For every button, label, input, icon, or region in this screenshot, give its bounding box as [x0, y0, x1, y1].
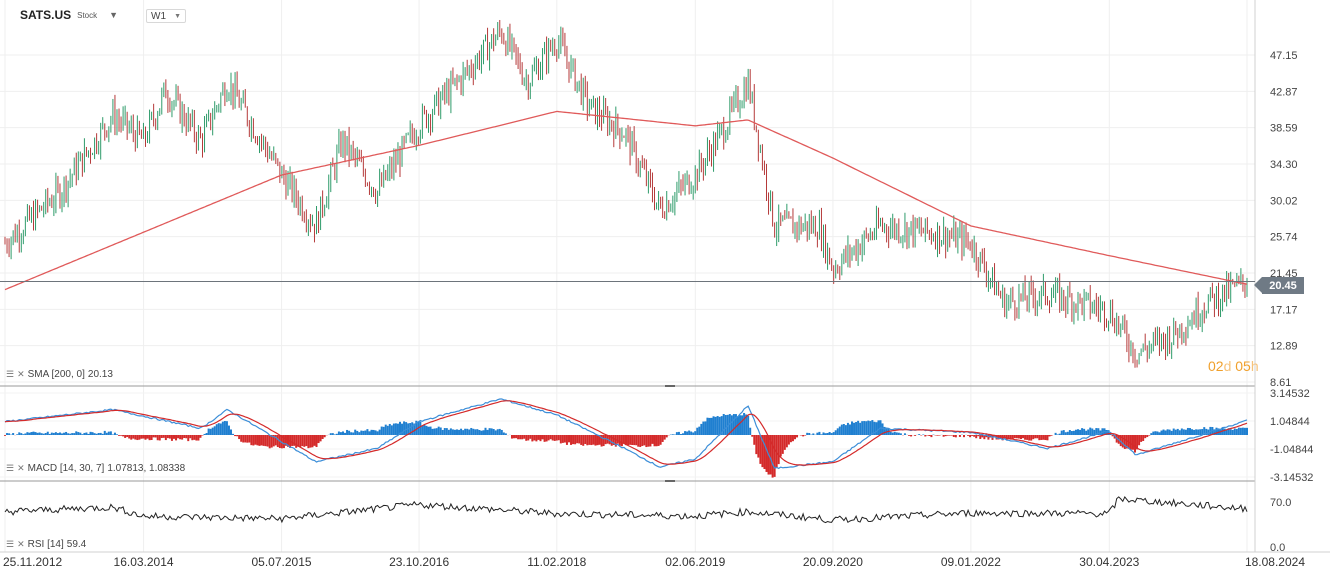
- sma-line: [4, 110, 1248, 291]
- rsi-legend: ☰ ✕ RSI [14] 59.4: [6, 539, 86, 550]
- timeframe-select[interactable]: W1 ▼: [146, 9, 186, 23]
- countdown-hours: 05: [1235, 358, 1251, 374]
- macd-tick-label: -3.14532: [1270, 472, 1313, 484]
- price-tick-label: 17.17: [1270, 304, 1298, 316]
- countdown-hours-unit: h: [1250, 358, 1259, 374]
- macd-label: MACD [14, 30, 7]: [27, 463, 105, 474]
- rsi-line: [4, 495, 1248, 524]
- caret-down-icon[interactable]: ▼: [109, 10, 119, 20]
- rsi-label: RSI [14]: [27, 539, 64, 550]
- countdown-days-unit: d: [1223, 358, 1232, 374]
- rsi-tick-label: 70.0: [1270, 497, 1291, 509]
- sma-value: 20.13: [87, 369, 113, 380]
- macd-tick-label: -1.04844: [1270, 444, 1313, 456]
- price-tick-label: 34.30: [1270, 159, 1298, 171]
- price-tick-label: 12.89: [1270, 341, 1298, 353]
- candle-countdown: 02d 05h: [1208, 358, 1259, 374]
- close-icon[interactable]: ✕: [17, 539, 25, 549]
- x-axis-tick-label: 09.01.2022: [941, 555, 1001, 569]
- price-tick-label: 25.74: [1270, 232, 1298, 244]
- macd-value: 1.07813, 1.08338: [107, 463, 186, 474]
- x-axis-tick-label: 20.09.2020: [803, 555, 863, 569]
- x-axis-tick-label: 11.02.2018: [527, 555, 586, 569]
- x-axis-tick-label: 02.06.2019: [665, 555, 725, 569]
- macd-legend: ☰ ✕ MACD [14, 30, 7] 1.07813, 1.08338: [6, 463, 185, 474]
- caret-down-icon: ▼: [174, 12, 181, 20]
- last-price-tag: 20.45: [1254, 277, 1304, 294]
- macd-tick-label: 1.04844: [1270, 416, 1310, 428]
- price-tick-label: 47.15: [1270, 50, 1298, 62]
- x-axis-tick-label: 18.08.2024: [1245, 555, 1305, 569]
- x-axis-tick-label: 05.07.2015: [252, 555, 312, 569]
- macd-signal-line: [4, 400, 1248, 466]
- sma-label: SMA [200, 0]: [27, 369, 85, 380]
- macd-tick-label: 3.14532: [1270, 388, 1310, 400]
- rsi-tick-label: 0.0: [1270, 542, 1285, 554]
- instrument-kind: Stock: [77, 10, 98, 20]
- price-tick-label: 30.02: [1270, 195, 1298, 207]
- close-icon[interactable]: ✕: [17, 369, 25, 379]
- x-axis-tick-label: 25.11.2012: [3, 555, 62, 569]
- countdown-days: 02: [1208, 358, 1224, 374]
- price-tick-label: 42.87: [1270, 86, 1298, 98]
- price-tick-label: 8.61: [1270, 377, 1291, 389]
- x-axis-tick-label: 16.03.2014: [114, 555, 174, 569]
- sma-legend: ☰ ✕ SMA [200, 0] 20.13: [6, 369, 113, 380]
- x-axis-tick-label: 30.04.2023: [1079, 555, 1139, 569]
- symbol-name: SATS.US: [20, 8, 72, 22]
- close-icon[interactable]: ✕: [17, 463, 25, 473]
- menu-icon[interactable]: ☰: [6, 463, 15, 473]
- menu-icon[interactable]: ☰: [6, 539, 15, 549]
- macd-line: [4, 398, 1248, 470]
- menu-icon[interactable]: ☰: [6, 369, 15, 379]
- symbol-header[interactable]: SATS.US Stock ▼: [20, 8, 118, 22]
- rsi-value: 59.4: [66, 539, 87, 550]
- timeframe-value: W1: [151, 10, 166, 22]
- price-tick-label: 38.59: [1270, 123, 1298, 135]
- x-axis-tick-label: 23.10.2016: [389, 555, 449, 569]
